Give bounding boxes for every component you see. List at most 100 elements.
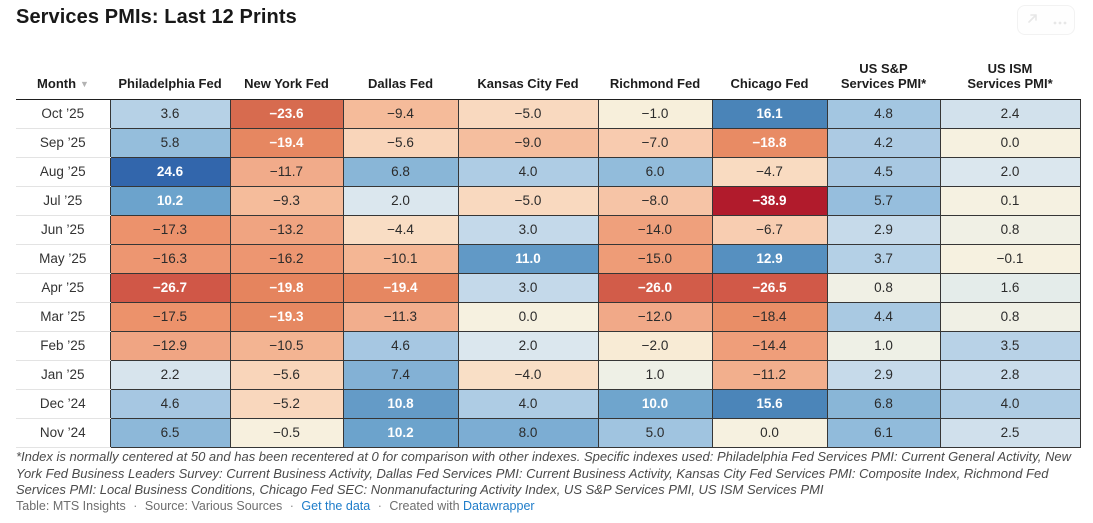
table-row: Dec ’24 4.6 −5.2 10.8 4.0 10.0 15.6 6.8 4.0 [16,389,1081,419]
heatmap-value-cell: 4.0 [457,157,599,187]
heatmap-value-cell: 6.1 [826,418,941,448]
heatmap-value-cell: −1.0 [597,99,713,129]
heatmap-value-cell: −5.2 [229,389,344,419]
heatmap-value-cell: −14.4 [711,331,828,361]
heatmap-value-cell: −16.3 [109,244,231,274]
column-header-label: Philadelphia Fed [118,76,222,92]
month-cell: Apr ’25 [16,273,110,303]
page-title: Services PMIs: Last 12 Prints [16,6,297,28]
heatmap-value-cell: 2.4 [939,99,1081,129]
column-header-philadelphia-fed[interactable]: Philadelphia Fed [110,56,230,100]
header-row: Month ▼ Philadelphia Fed New York Fed Dallas… [16,56,1080,100]
heatmap-value-cell: −9.0 [457,128,599,158]
heatmap-value-cell: 5.8 [109,128,231,158]
table-row: Jul ’25 10.2 −9.3 2.0 −5.0 −8.0 −38.9 5.7 0.1 [16,186,1081,216]
column-header-us-ism[interactable]: US ISM Services PMI* [940,56,1080,100]
heatmap-value-cell: 3.6 [109,99,231,129]
heatmap-value-cell: 2.9 [826,360,941,390]
month-cell: Dec ’24 [16,389,110,419]
table-row: Nov ’24 6.5 −0.5 10.2 8.0 5.0 0.0 6.1 2.5 [16,418,1081,448]
heatmap-value-cell: −0.1 [939,244,1081,274]
heatmap-value-cell: −4.4 [342,215,459,245]
heatmap-value-cell: 10.8 [342,389,459,419]
source-credit: Source: Various Sources [144,499,283,513]
heatmap-value-cell: −5.0 [457,99,599,129]
heatmap-value-cell: −19.4 [229,128,344,158]
table-row: Feb ’25 −12.9 −10.5 4.6 2.0 −2.0 −14.4 1.0 3.5 [16,331,1081,361]
heatmap-value-cell: −18.8 [711,128,828,158]
column-header-chicago-fed[interactable]: Chicago Fed [712,56,827,100]
column-header-label: Kansas City Fed [477,76,579,92]
table-row: Mar ’25 −17.5 −19.3 −11.3 0.0 −12.0 −18.4 4.4 0.… [16,302,1081,332]
heatmap-value-cell: −26.7 [109,273,231,303]
created-with-label: Created with [389,499,460,513]
heatmap-value-cell: 5.7 [826,186,941,216]
attribution: Table: MTS Insights · Source: Various So… [16,499,1077,513]
heatmap-value-cell: 3.0 [457,273,599,303]
heatmap-value-cell: −19.3 [229,302,344,332]
table-row: Jun ’25 −17.3 −13.2 −4.4 3.0 −14.0 −6.7 2.9 0.8 [16,215,1081,245]
heatmap-value-cell: 7.4 [342,360,459,390]
heatmap-value-cell: −4.7 [711,157,828,187]
share-button[interactable] [1021,9,1043,31]
heatmap-value-cell: 10.0 [597,389,713,419]
heatmap-value-cell: 4.5 [826,157,941,187]
heatmap-value-cell: −4.0 [457,360,599,390]
heatmap-value-cell: −19.4 [342,273,459,303]
heatmap-value-cell: 4.6 [342,331,459,361]
heatmap-value-cell: 2.0 [342,186,459,216]
month-cell: Nov ’24 [16,418,110,448]
heatmap-value-cell: −0.5 [229,418,344,448]
heatmap-value-cell: 6.8 [342,157,459,187]
heatmap-value-cell: 0.8 [939,302,1081,332]
heatmap-value-cell: −23.6 [229,99,344,129]
month-cell: Aug ’25 [16,157,110,187]
heatmap-value-cell: 0.8 [939,215,1081,245]
heatmap-value-cell: 16.1 [711,99,828,129]
heatmap-value-cell: −5.6 [342,128,459,158]
share-arrow-icon [1026,12,1039,28]
table-row: Aug ’25 24.6 −11.7 6.8 4.0 6.0 −4.7 4.5 2.0 [16,157,1081,187]
heatmap-value-cell: 3.5 [939,331,1081,361]
heatmap-value-cell: 4.8 [826,99,941,129]
heatmap-value-cell: 24.6 [109,157,231,187]
heatmap-value-cell: 4.0 [457,389,599,419]
heatmap-value-cell: 10.2 [342,418,459,448]
heatmap-value-cell: 15.6 [711,389,828,419]
get-data-link[interactable]: Get the data [301,499,371,513]
column-header-month[interactable]: Month ▼ [16,56,110,100]
heatmap-value-cell: 10.2 [109,186,231,216]
footnote: *Index is normally centered at 50 and ha… [16,449,1071,497]
column-header-kansas-city-fed[interactable]: Kansas City Fed [458,56,598,100]
heatmap-value-cell: 4.6 [109,389,231,419]
month-cell: Sep ’25 [16,128,110,158]
heatmap-value-cell: −14.0 [597,215,713,245]
hover-toolbar [1017,5,1075,35]
heatmap-value-cell: 11.0 [457,244,599,274]
heatmap-value-cell: 6.0 [597,157,713,187]
heatmap-value-cell: 4.4 [826,302,941,332]
heatmap-value-cell: −26.0 [597,273,713,303]
column-header-label: New York Fed [244,76,329,92]
column-header-us-s-p[interactable]: US S&P Services PMI* [827,56,940,100]
heatmap-value-cell: 2.8 [939,360,1081,390]
heatmap-value-cell: 0.1 [939,186,1081,216]
column-header-richmond-fed[interactable]: Richmond Fed [598,56,712,100]
table-row: Sep ’25 5.8 −19.4 −5.6 −9.0 −7.0 −18.8 4.2 0.0 [16,128,1081,158]
heatmap-value-cell: −9.4 [342,99,459,129]
column-header-label: Month [37,76,77,92]
month-cell: May ’25 [16,244,110,274]
heatmap-value-cell: −19.8 [229,273,344,303]
sort-desc-icon[interactable]: ▼ [80,79,89,90]
column-header-dallas-fed[interactable]: Dallas Fed [343,56,458,100]
heatmap-value-cell: 2.0 [457,331,599,361]
datawrapper-link[interactable]: Datawrapper [463,499,535,513]
column-header-label: Dallas Fed [367,76,434,92]
heatmap-value-cell: 2.0 [939,157,1081,187]
heatmap-value-cell: 1.6 [939,273,1081,303]
heatmap-value-cell: −18.4 [711,302,828,332]
heatmap-value-cell: −9.3 [229,186,344,216]
column-header-new-york-fed[interactable]: New York Fed [230,56,343,100]
more-options-button[interactable] [1049,9,1071,31]
